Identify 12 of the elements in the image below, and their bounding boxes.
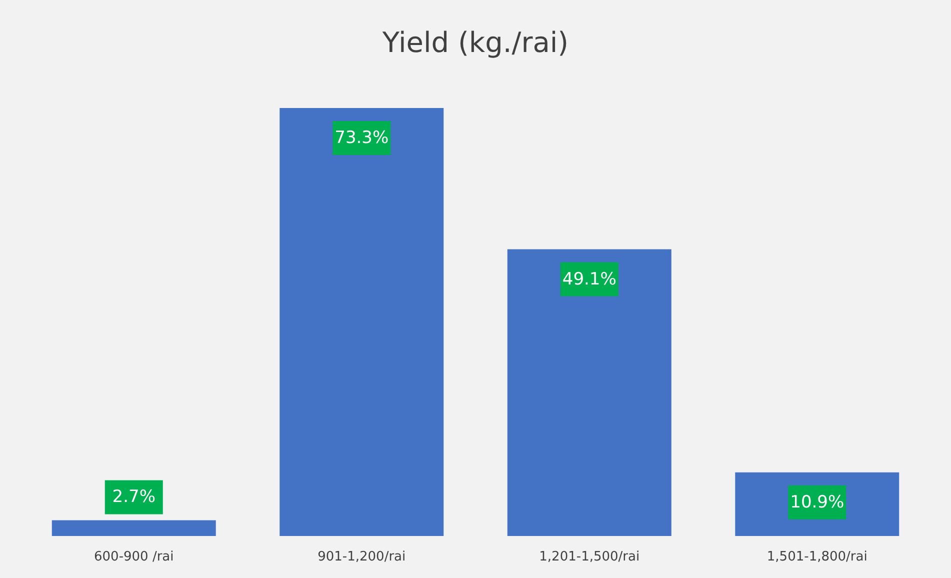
data-label: 49.1% <box>562 269 616 290</box>
chart-title: Yield (kg./rai) <box>381 26 569 59</box>
bar <box>52 520 216 536</box>
x-tick-label: 1,201-1,500/rai <box>539 550 640 564</box>
bar <box>280 108 444 536</box>
x-tick-label: 600-900 /rai <box>94 550 174 564</box>
bar <box>507 249 672 536</box>
data-label: 10.9% <box>790 492 844 512</box>
data-label: 73.3% <box>334 128 389 148</box>
x-tick-label: 901-1,200/rai <box>318 550 406 564</box>
data-label: 2.7% <box>112 487 156 508</box>
x-tick-label: 1,501-1,800/rai <box>766 550 868 564</box>
